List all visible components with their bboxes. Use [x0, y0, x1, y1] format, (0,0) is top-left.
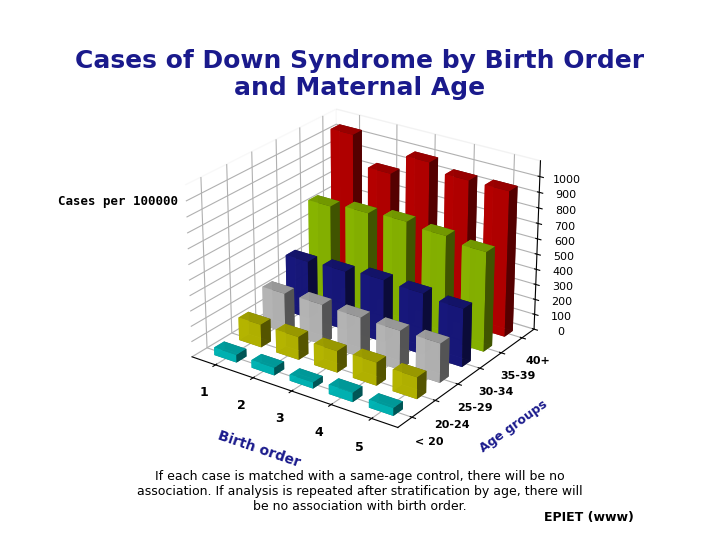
Y-axis label: Age groups: Age groups [477, 398, 550, 455]
Text: If each case is matched with a same-age control, there will be no
association. I: If each case is matched with a same-age … [138, 470, 582, 513]
Text: Cases per 100000: Cases per 100000 [58, 195, 178, 208]
X-axis label: Birth order: Birth order [216, 428, 302, 470]
Text: EPIET (www): EPIET (www) [544, 511, 634, 524]
Text: Cases of Down Syndrome by Birth Order
and Maternal Age: Cases of Down Syndrome by Birth Order an… [76, 49, 644, 100]
